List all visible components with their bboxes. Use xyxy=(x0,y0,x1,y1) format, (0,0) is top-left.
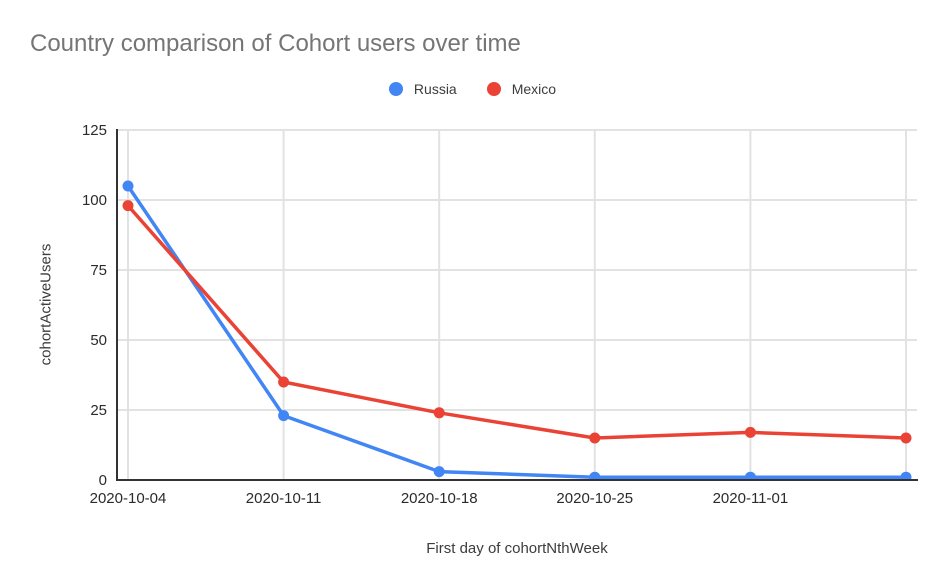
legend-label-mexico: Mexico xyxy=(511,81,557,97)
series-line-mexico xyxy=(126,203,908,440)
data-point-mexico-3[interactable] xyxy=(589,432,601,444)
y-tick-label: 50 xyxy=(90,332,107,349)
series-line-russia xyxy=(126,184,908,479)
legend-item-russia[interactable]: Russia xyxy=(388,81,457,97)
y-tick-label: 75 xyxy=(90,262,107,279)
series-russia xyxy=(122,180,912,483)
y-tick-label: 25 xyxy=(90,402,107,419)
x-tick-label: 2020-10-11 xyxy=(246,490,322,507)
legend-swatch-russia xyxy=(388,82,403,96)
y-tick-label: 100 xyxy=(82,192,107,209)
chart-legend: Russia Mexico xyxy=(0,80,945,98)
data-point-mexico-1[interactable] xyxy=(278,376,290,388)
x-tick-label: 2020-10-18 xyxy=(401,490,478,507)
y-tick-label: 125 xyxy=(82,122,107,139)
y-tick-label: 0 xyxy=(99,472,107,489)
data-point-russia-0[interactable] xyxy=(122,180,134,192)
y-axis-title: cohortActiveUsers xyxy=(37,243,55,366)
series-mexico xyxy=(122,200,912,444)
data-point-mexico-0[interactable] xyxy=(122,200,134,212)
x-axis-title: First day of cohortNthWeek xyxy=(426,540,608,557)
chart-title: Country comparison of Cohort users over … xyxy=(30,30,521,57)
x-tick-label: 2020-10-04 xyxy=(90,490,167,507)
legend-label-russia: Russia xyxy=(413,81,457,97)
data-point-russia-5[interactable] xyxy=(900,471,912,483)
x-tick-label: 2020-10-25 xyxy=(556,490,633,507)
data-point-mexico-4[interactable] xyxy=(744,426,756,438)
x-tick-label: 2020-11-01 xyxy=(713,490,789,507)
data-point-mexico-2[interactable] xyxy=(433,407,445,419)
data-point-russia-3[interactable] xyxy=(589,471,601,483)
data-point-russia-4[interactable] xyxy=(744,471,756,483)
data-point-mexico-5[interactable] xyxy=(900,432,912,444)
legend-item-mexico[interactable]: Mexico xyxy=(486,81,557,97)
data-point-russia-1[interactable] xyxy=(278,410,290,422)
legend-swatch-mexico xyxy=(486,82,501,96)
data-point-russia-2[interactable] xyxy=(433,466,445,478)
